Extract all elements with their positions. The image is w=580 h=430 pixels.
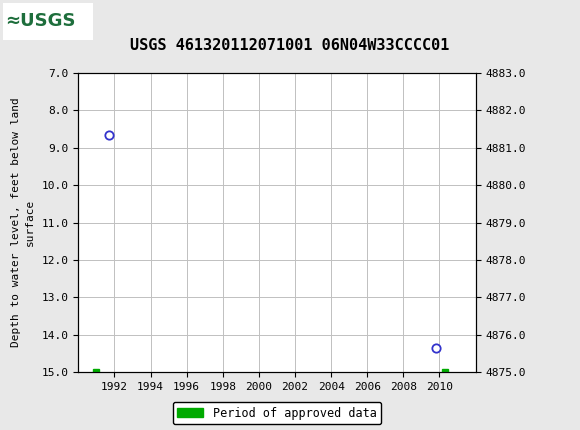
Legend: Period of approved data: Period of approved data xyxy=(173,402,381,424)
Y-axis label: Depth to water level, feet below land
surface: Depth to water level, feet below land su… xyxy=(12,98,35,347)
Text: ≈USGS: ≈USGS xyxy=(5,12,75,30)
Text: USGS 461320112071001 06N04W33CCCC01: USGS 461320112071001 06N04W33CCCC01 xyxy=(130,38,450,52)
Bar xyxy=(3,3,93,40)
